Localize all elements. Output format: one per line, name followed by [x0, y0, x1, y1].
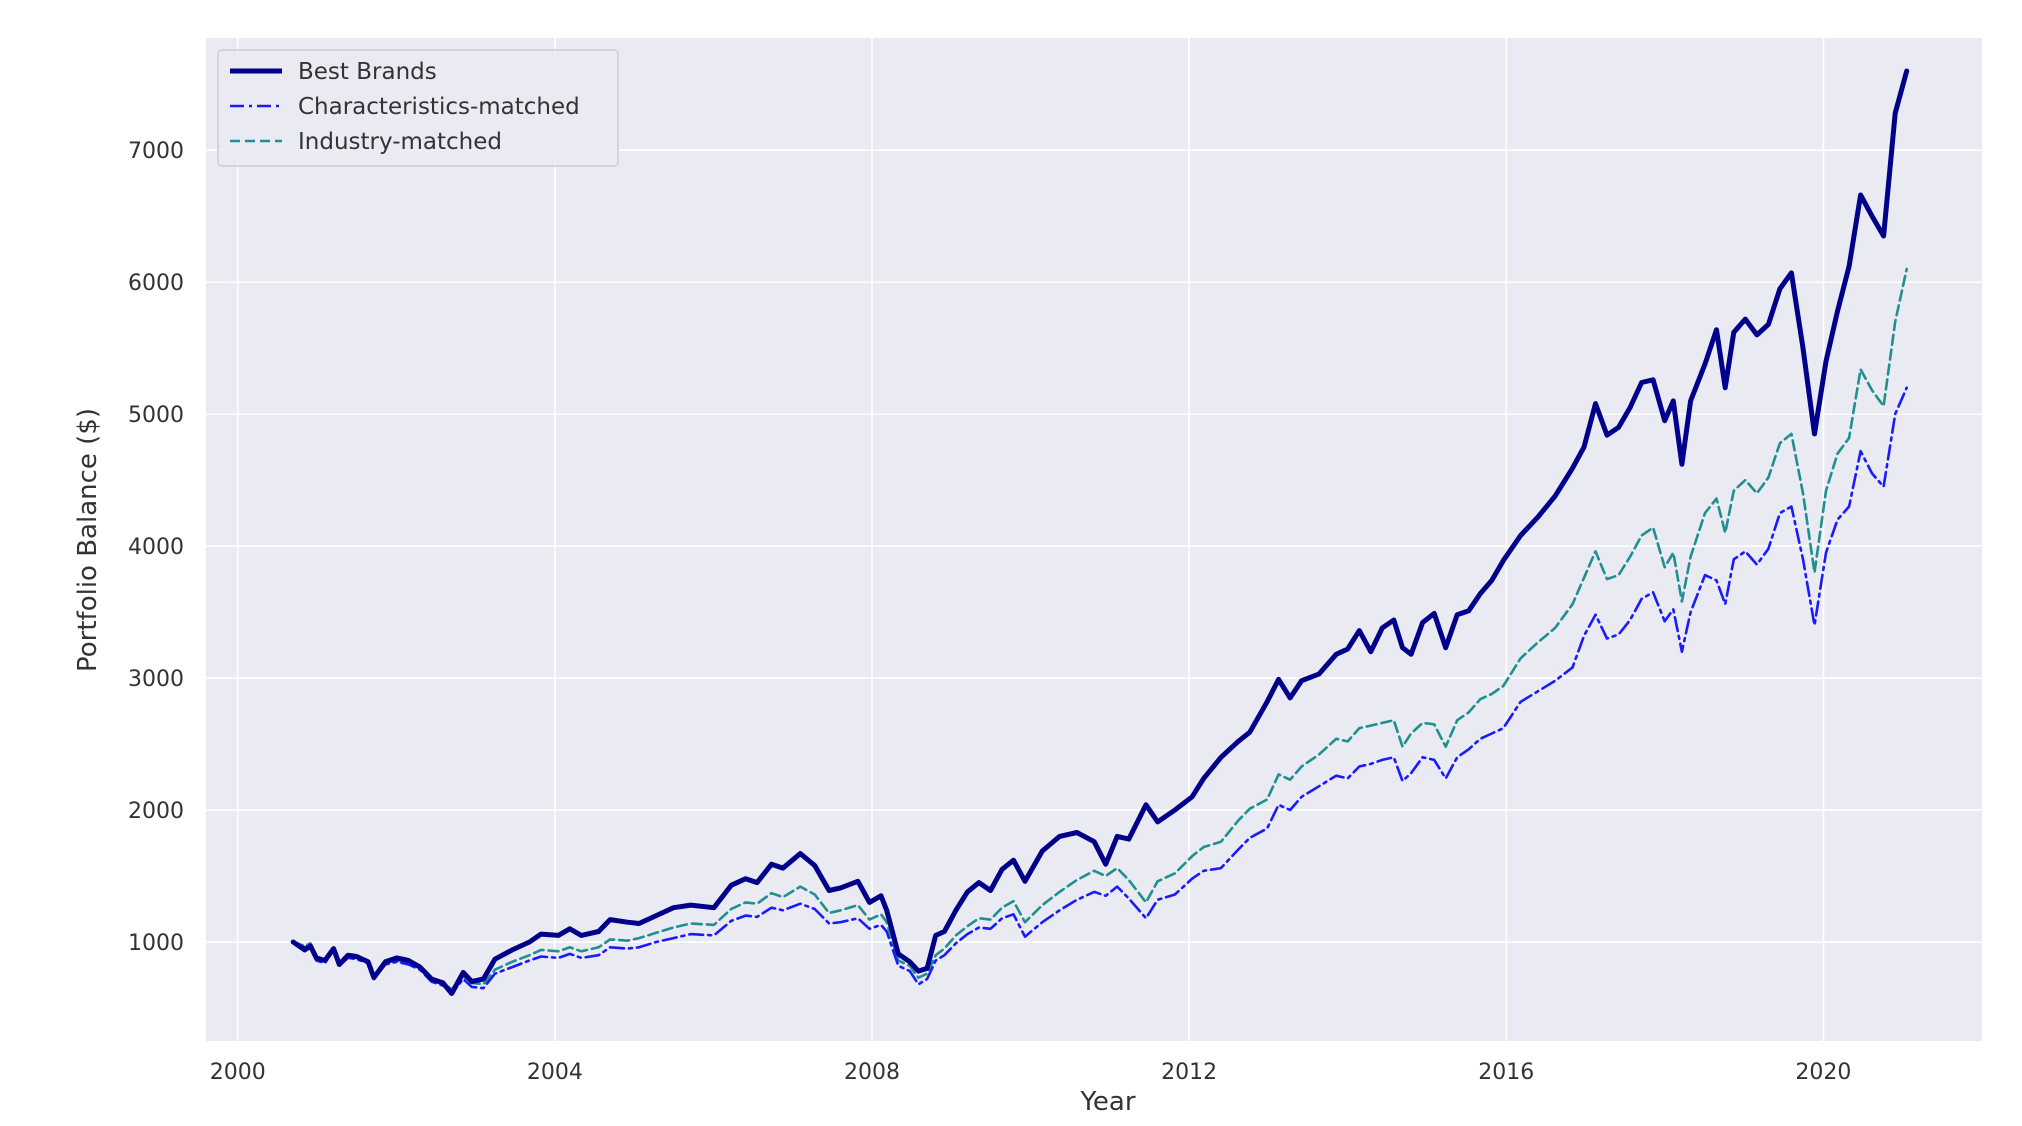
- grid-lines: [206, 38, 1982, 1041]
- y-tick-label: 3000: [128, 667, 184, 692]
- y-tick-label: 5000: [128, 403, 184, 428]
- legend-box: [217, 49, 619, 167]
- y-tick-labels: 1000 2000 3000 4000 5000 6000 7000: [128, 139, 184, 956]
- y-tick-label: 6000: [128, 271, 184, 296]
- plot-area: [206, 38, 1982, 1041]
- x-tick-label: 2004: [527, 1060, 583, 1085]
- series-line-characteristics-matched: [291, 386, 1908, 995]
- legend-label: Characteristics-matched: [298, 94, 580, 120]
- y-tick-label: 7000: [128, 139, 184, 164]
- series-line-best-brands: [290, 68, 1910, 996]
- legend-label: Best Brands: [298, 59, 437, 85]
- legend-label: Industry-matched: [298, 129, 502, 155]
- x-axis-label: Year: [1079, 1087, 1135, 1117]
- x-tick-label: 2020: [1795, 1060, 1851, 1085]
- x-tick-label: 2008: [844, 1060, 900, 1085]
- legend: Best Brands Characteristics-matched Indust…: [217, 49, 619, 167]
- x-tick-label: 2012: [1161, 1060, 1217, 1085]
- y-tick-label: 1000: [128, 931, 184, 956]
- y-axis-label: Portfolio Balance ($): [73, 408, 103, 672]
- series-line-industry-matched: [291, 267, 1908, 991]
- x-tick-labels: 2000 2004 2008 2012 2016 2020: [210, 1060, 1852, 1085]
- y-tick-label: 4000: [128, 535, 184, 560]
- x-tick-label: 2016: [1478, 1060, 1534, 1085]
- series-lines: [290, 68, 1910, 996]
- y-tick-label: 2000: [128, 799, 184, 824]
- x-tick-label: 2000: [210, 1060, 266, 1085]
